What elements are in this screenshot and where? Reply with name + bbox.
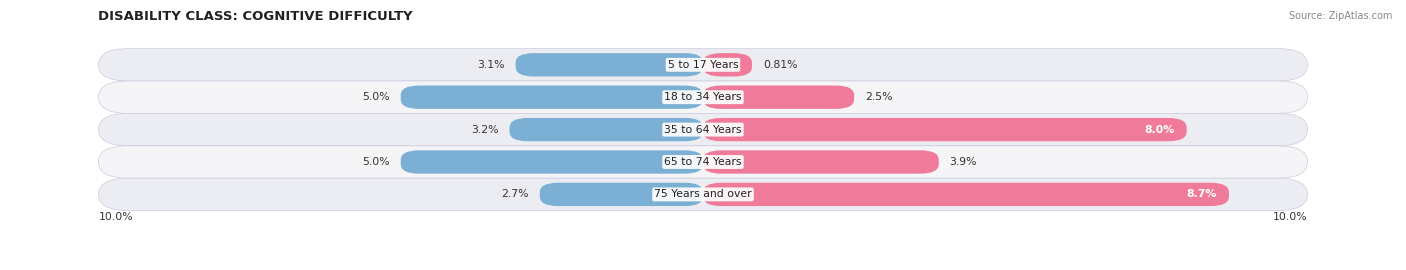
FancyBboxPatch shape <box>703 86 855 109</box>
Text: 10.0%: 10.0% <box>1272 212 1308 222</box>
FancyBboxPatch shape <box>540 183 703 206</box>
FancyBboxPatch shape <box>401 86 703 109</box>
FancyBboxPatch shape <box>98 81 1308 113</box>
Text: 0.81%: 0.81% <box>763 60 797 70</box>
Text: 3.1%: 3.1% <box>477 60 505 70</box>
Text: 3.2%: 3.2% <box>471 124 499 135</box>
FancyBboxPatch shape <box>703 53 752 76</box>
FancyBboxPatch shape <box>98 49 1308 81</box>
Text: 3.9%: 3.9% <box>949 157 977 167</box>
Text: 5.0%: 5.0% <box>363 92 389 102</box>
FancyBboxPatch shape <box>703 118 1187 141</box>
Text: 18 to 34 Years: 18 to 34 Years <box>664 92 742 102</box>
Text: DISABILITY CLASS: COGNITIVE DIFFICULTY: DISABILITY CLASS: COGNITIVE DIFFICULTY <box>98 10 413 23</box>
Text: 35 to 64 Years: 35 to 64 Years <box>664 124 742 135</box>
Text: 10.0%: 10.0% <box>98 212 134 222</box>
Text: 65 to 74 Years: 65 to 74 Years <box>664 157 742 167</box>
FancyBboxPatch shape <box>703 150 939 174</box>
FancyBboxPatch shape <box>98 146 1308 178</box>
Text: 5 to 17 Years: 5 to 17 Years <box>668 60 738 70</box>
Text: 75 Years and over: 75 Years and over <box>654 189 752 200</box>
FancyBboxPatch shape <box>516 53 703 76</box>
Text: 8.0%: 8.0% <box>1144 124 1174 135</box>
Text: 5.0%: 5.0% <box>363 157 389 167</box>
FancyBboxPatch shape <box>509 118 703 141</box>
FancyBboxPatch shape <box>703 183 1229 206</box>
Text: 2.5%: 2.5% <box>865 92 893 102</box>
Text: 2.7%: 2.7% <box>502 189 529 200</box>
FancyBboxPatch shape <box>98 113 1308 146</box>
FancyBboxPatch shape <box>401 150 703 174</box>
FancyBboxPatch shape <box>98 178 1308 211</box>
Text: Source: ZipAtlas.com: Source: ZipAtlas.com <box>1288 11 1392 21</box>
Text: 8.7%: 8.7% <box>1187 189 1218 200</box>
